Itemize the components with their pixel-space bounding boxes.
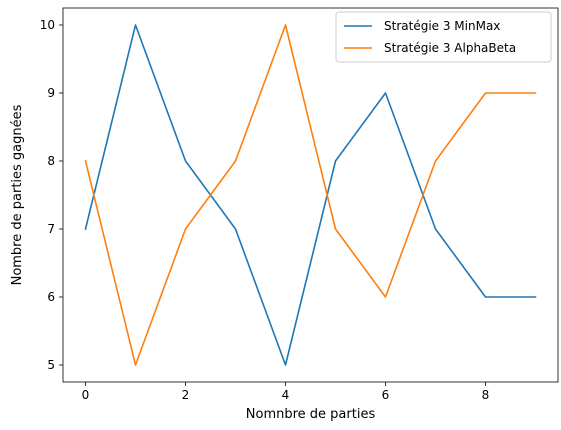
x-tick-label: 4 (282, 388, 290, 402)
legend-label-1: Stratégie 3 MinMax (384, 19, 500, 33)
y-tick-label: 9 (47, 86, 55, 100)
x-tick-label: 8 (482, 388, 490, 402)
plot-area-frame (62, 7, 559, 383)
y-tick-label: 8 (47, 154, 55, 168)
y-tick-label: 10 (40, 18, 55, 32)
y-axis-label: Nombre de parties gagnées (10, 104, 25, 285)
legend-label-2: Stratégie 3 AlphaBeta (384, 41, 516, 55)
y-axis-ticks: 5 6 7 8 9 10 (40, 18, 63, 372)
legend: Stratégie 3 MinMax Stratégie 3 AlphaBeta (335, 11, 552, 63)
y-tick-label: 5 (47, 358, 55, 372)
x-tick-label: 6 (382, 388, 390, 402)
series-lines (84, 24, 537, 366)
y-tick-label: 7 (47, 222, 55, 236)
series-line-1 (84, 24, 537, 366)
x-axis-ticks: 0 2 4 6 8 (82, 382, 490, 402)
y-tick-label: 6 (47, 290, 55, 304)
legend-box (335, 11, 552, 63)
x-axis-label: Nomnbre de parties (246, 407, 376, 422)
x-tick-label: 0 (82, 388, 90, 402)
x-tick-label: 2 (182, 388, 190, 402)
series-line-2 (84, 24, 537, 366)
